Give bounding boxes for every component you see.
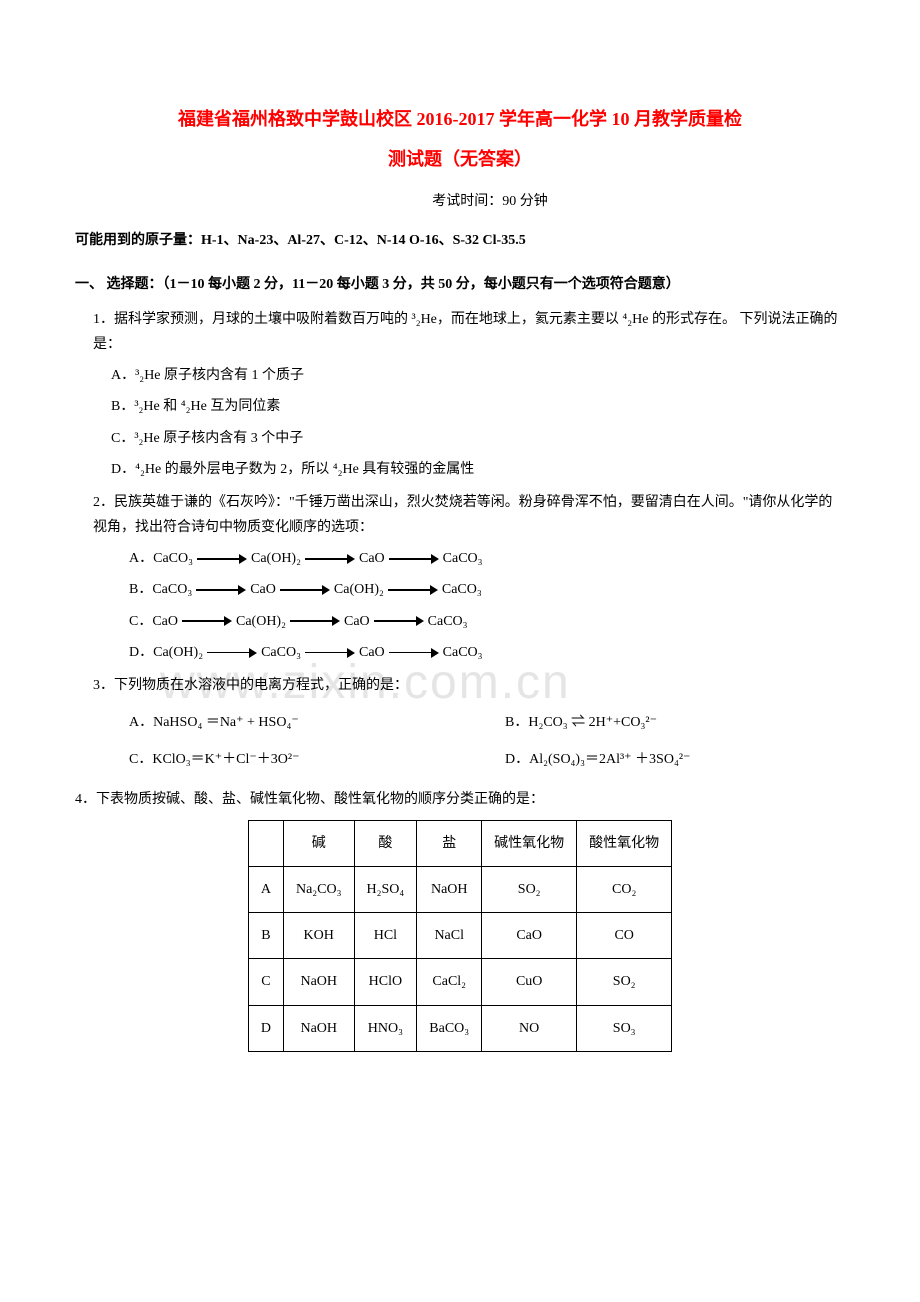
cell: NaOH bbox=[283, 1005, 354, 1051]
q3-row2: C．KClO₃＝K⁺＋Cl⁻＋3O²⁻ D．Al₂(SO₄)₃＝2Al³⁺ ＋3… bbox=[93, 741, 845, 778]
q2b-s0: B．CaCO₃ bbox=[129, 582, 192, 597]
title-line-1: 福建省福州格致中学鼓山校区 2016-2017 学年高一化学 10 月教学质量检 bbox=[75, 100, 845, 140]
cell: D bbox=[248, 1005, 283, 1051]
th-5: 酸性氧化物 bbox=[577, 820, 672, 866]
q3-option-b: B．H₂CO₃ ⇌ 2H⁺+CO₃²⁻ bbox=[505, 710, 845, 735]
q2d-s3: CaCO₃ bbox=[443, 645, 483, 660]
cell: HCl bbox=[354, 913, 417, 959]
table-row: D NaOH HNO₃ BaCO₃ NO SO₃ bbox=[248, 1005, 671, 1051]
q2d-s1: CaCO₃ bbox=[261, 645, 301, 660]
table-header-row: 碱 酸 盐 碱性氧化物 酸性氧化物 bbox=[248, 820, 671, 866]
cell: SO₃ bbox=[577, 1005, 672, 1051]
cell: NaOH bbox=[417, 866, 482, 912]
cell: CO bbox=[577, 913, 672, 959]
q1-text: 1．据科学家预测，月球的土壤中吸附着数百万吨的 ³₂He，而在地球上，氦元素主要… bbox=[93, 307, 845, 357]
doc-title: 福建省福州格致中学鼓山校区 2016-2017 学年高一化学 10 月教学质量检… bbox=[75, 100, 845, 179]
q2a-s2: CaO bbox=[359, 551, 385, 566]
q2a-s0: A．CaCO₃ bbox=[129, 551, 193, 566]
arrow-icon bbox=[389, 648, 439, 658]
question-3: 3．下列物质在水溶液中的电离方程式，正确的是： A．NaHSO₄ ＝Na⁺ + … bbox=[75, 673, 845, 779]
cell: Na₂CO₃ bbox=[283, 866, 354, 912]
exam-time: 考试时间：90 分钟 bbox=[75, 189, 845, 214]
cell: CO₂ bbox=[577, 866, 672, 912]
cell: SO₂ bbox=[482, 866, 577, 912]
cell: NO bbox=[482, 1005, 577, 1051]
q3-option-c: C．KClO₃＝K⁺＋Cl⁻＋3O²⁻ bbox=[129, 747, 469, 772]
question-2: 2．民族英雄于谦的《石灰吟》："千锤万凿出深山，烈火焚烧若等闲。粉身碎骨浑不怕，… bbox=[75, 490, 845, 665]
q2c-s2: CaO bbox=[344, 614, 370, 629]
cell: CuO bbox=[482, 959, 577, 1005]
table-row: A Na₂CO₃ H₂SO₄ NaOH SO₂ CO₂ bbox=[248, 866, 671, 912]
q2d-s2: CaO bbox=[359, 645, 385, 660]
arrow-icon bbox=[374, 616, 424, 626]
cell: SO₂ bbox=[577, 959, 672, 1005]
question-1: 1．据科学家预测，月球的土壤中吸附着数百万吨的 ³₂He，而在地球上，氦元素主要… bbox=[75, 307, 845, 482]
arrow-icon bbox=[388, 585, 438, 595]
q1-option-c: C．³₂He 原子核内含有 3 个中子 bbox=[111, 426, 845, 451]
q2-option-b: B．CaCO₃ CaO Ca(OH)₂ CaCO₃ bbox=[129, 577, 845, 602]
cell: A bbox=[248, 866, 283, 912]
th-1: 碱 bbox=[283, 820, 354, 866]
document-content: 福建省福州格致中学鼓山校区 2016-2017 学年高一化学 10 月教学质量检… bbox=[75, 100, 845, 1052]
cell: NaCl bbox=[417, 913, 482, 959]
q2d-s0: D．Ca(OH)₂ bbox=[129, 645, 203, 660]
th-0 bbox=[248, 820, 283, 866]
arrow-icon bbox=[197, 554, 247, 564]
arrow-icon bbox=[207, 648, 257, 658]
cell: CaCl₂ bbox=[417, 959, 482, 1005]
cell: NaOH bbox=[283, 959, 354, 1005]
table-row: C NaOH HClO CaCl₂ CuO SO₂ bbox=[248, 959, 671, 1005]
q4-text: 4．下表物质按碱、酸、盐、碱性氧化物、酸性氧化物的顺序分类正确的是： bbox=[75, 787, 845, 812]
th-3: 盐 bbox=[417, 820, 482, 866]
arrow-icon bbox=[305, 554, 355, 564]
cell: KOH bbox=[283, 913, 354, 959]
q1-option-b: B．³₂He 和 ⁴₂He 互为同位素 bbox=[111, 394, 845, 419]
q2-option-c: C．CaO Ca(OH)₂ CaO CaCO₃ bbox=[129, 609, 845, 634]
q2b-s1: CaO bbox=[250, 582, 276, 597]
q4-table: 碱 酸 盐 碱性氧化物 酸性氧化物 A Na₂CO₃ H₂SO₄ NaOH SO… bbox=[248, 820, 672, 1052]
arrow-icon bbox=[196, 585, 246, 595]
q2-option-a: A．CaCO₃ Ca(OH)₂ CaO CaCO₃ bbox=[129, 546, 845, 571]
arrow-icon bbox=[305, 648, 355, 658]
question-4: 4．下表物质按碱、酸、盐、碱性氧化物、酸性氧化物的顺序分类正确的是： 碱 酸 盐… bbox=[75, 787, 845, 1052]
q2c-s3: CaCO₃ bbox=[428, 614, 468, 629]
q1-option-d: D．⁴₂He 的最外层电子数为 2，所以 ⁴₂He 具有较强的金属性 bbox=[111, 457, 845, 482]
th-2: 酸 bbox=[354, 820, 417, 866]
cell: HClO bbox=[354, 959, 417, 1005]
q2-option-d: D．Ca(OH)₂ CaCO₃ CaO CaCO₃ bbox=[129, 640, 845, 665]
cell: B bbox=[248, 913, 283, 959]
arrow-icon bbox=[389, 554, 439, 564]
q3-text: 3．下列物质在水溶液中的电离方程式，正确的是： bbox=[93, 673, 845, 698]
cell: C bbox=[248, 959, 283, 1005]
q3-option-a: A．NaHSO₄ ＝Na⁺ + HSO₄⁻ bbox=[129, 710, 469, 735]
arrow-icon bbox=[182, 616, 232, 626]
q2c-s0: C．CaO bbox=[129, 614, 178, 629]
q2c-s1: Ca(OH)₂ bbox=[236, 614, 286, 629]
cell: H₂SO₄ bbox=[354, 866, 417, 912]
q2-text: 2．民族英雄于谦的《石灰吟》："千锤万凿出深山，烈火焚烧若等闲。粉身碎骨浑不怕，… bbox=[93, 490, 845, 540]
arrow-icon bbox=[290, 616, 340, 626]
arrow-icon bbox=[280, 585, 330, 595]
atomic-mass-info: 可能用到的原子量：H-1、Na-23、Al-27、C-12、N-14 O-16、… bbox=[75, 228, 845, 253]
q2a-s3: CaCO₃ bbox=[443, 551, 483, 566]
title-line-2: 测试题（无答案） bbox=[75, 140, 845, 180]
cell: BaCO₃ bbox=[417, 1005, 482, 1051]
q3-row1: A．NaHSO₄ ＝Na⁺ + HSO₄⁻ B．H₂CO₃ ⇌ 2H⁺+CO₃²… bbox=[93, 704, 845, 741]
cell: HNO₃ bbox=[354, 1005, 417, 1051]
section-1-header: 一、 选择题：（1－10 每小题 2 分，11－20 每小题 3 分，共 50 … bbox=[75, 272, 845, 297]
q3-option-d: D．Al₂(SO₄)₃＝2Al³⁺ ＋3SO₄²⁻ bbox=[505, 747, 845, 772]
q2a-s1: Ca(OH)₂ bbox=[251, 551, 301, 566]
q2b-s2: Ca(OH)₂ bbox=[334, 582, 384, 597]
q2b-s3: CaCO₃ bbox=[442, 582, 482, 597]
q1-option-a: A．³₂He 原子核内含有 1 个质子 bbox=[111, 363, 845, 388]
cell: CaO bbox=[482, 913, 577, 959]
th-4: 碱性氧化物 bbox=[482, 820, 577, 866]
table-row: B KOH HCl NaCl CaO CO bbox=[248, 913, 671, 959]
